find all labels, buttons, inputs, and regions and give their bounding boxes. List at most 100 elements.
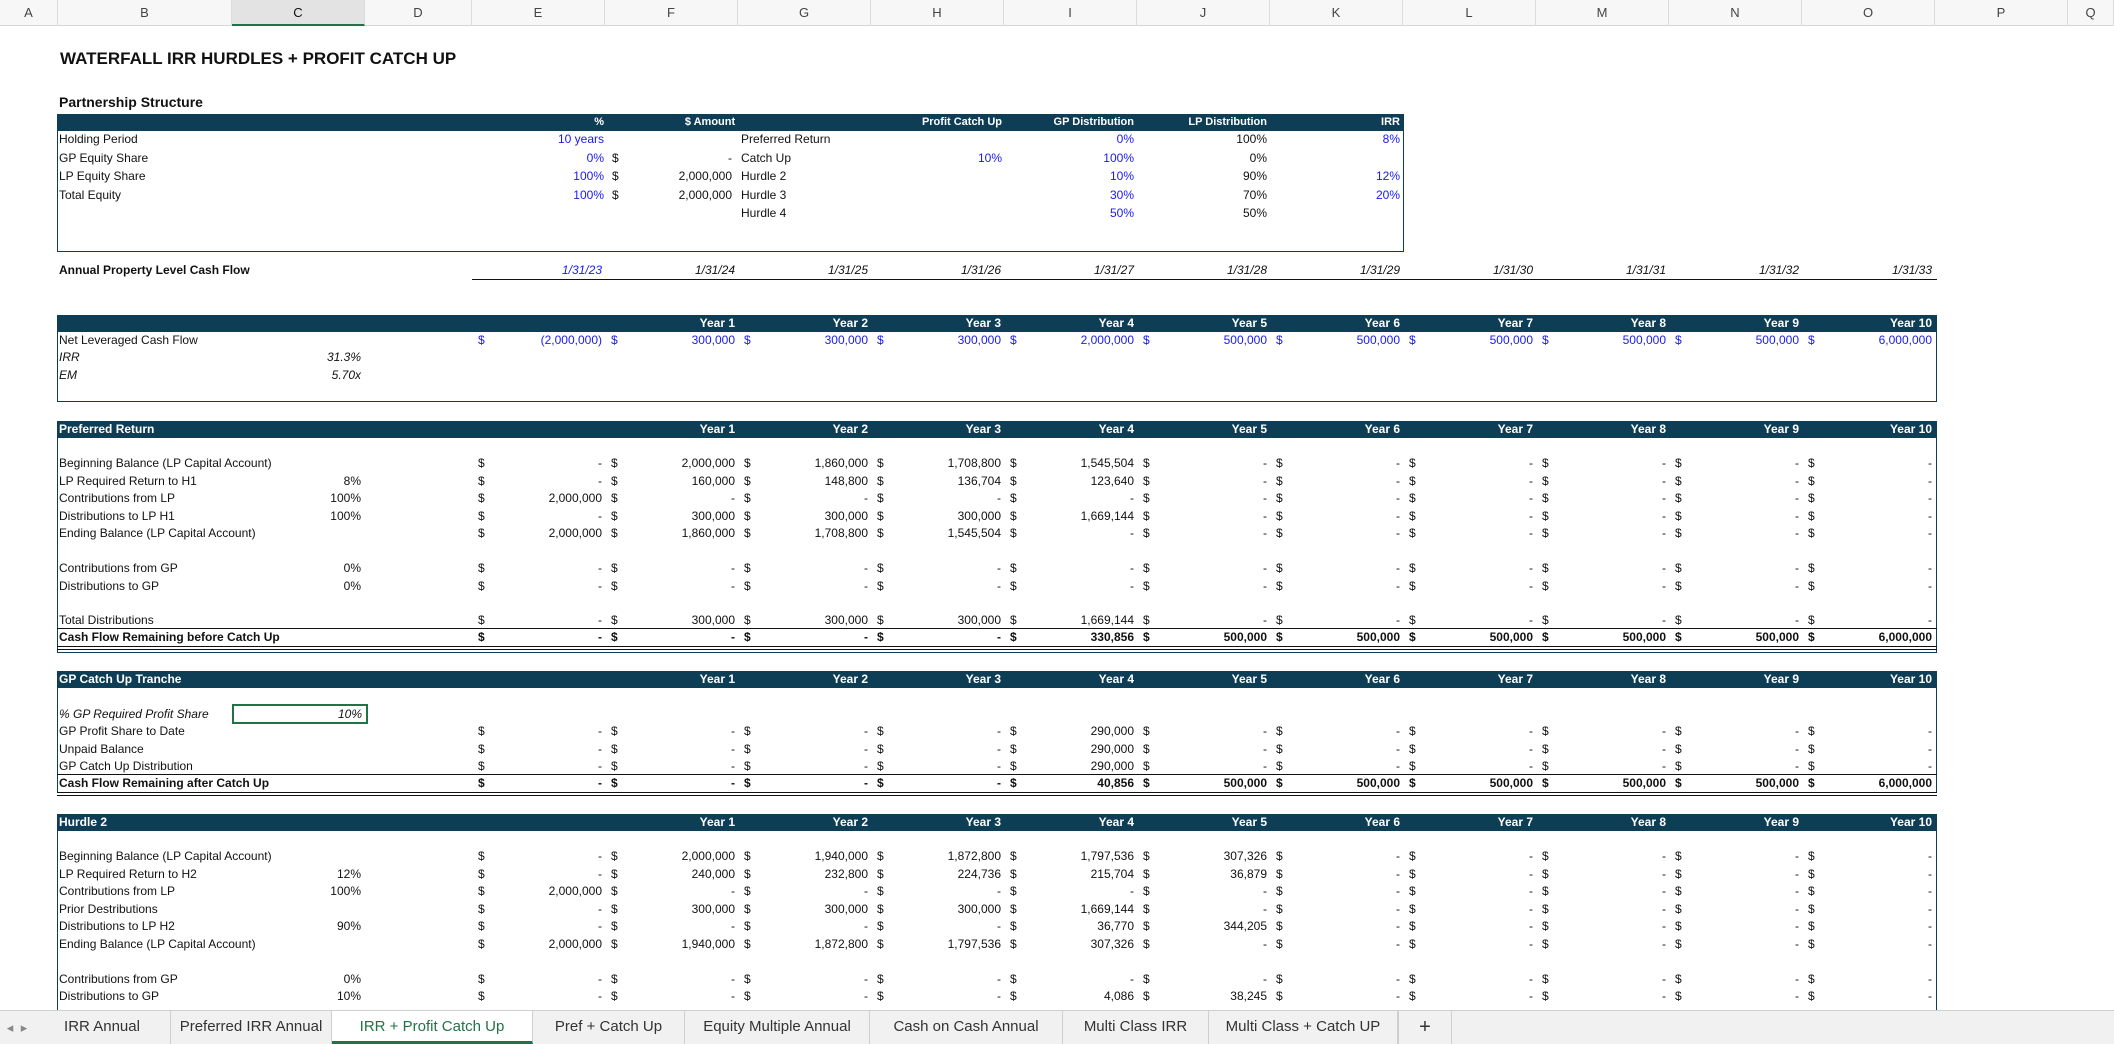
row-value: - <box>1662 884 1666 898</box>
partnership-row-pct[interactable] <box>540 205 604 222</box>
partnership-row-gp[interactable]: 50% <box>1109 206 1134 220</box>
row-value: - <box>1662 456 1666 470</box>
column-header-j[interactable]: J <box>1137 0 1270 26</box>
row-currency: $ <box>877 473 884 488</box>
cashflow-value[interactable]: 300,000 <box>824 333 868 347</box>
cashflow-year-header: Year 3 <box>965 316 1001 330</box>
partnership-row-irr[interactable]: 20% <box>1375 187 1400 202</box>
partnership-row-gp[interactable]: 10% <box>1109 169 1134 183</box>
partnership-row-gp[interactable]: 0% <box>1116 132 1134 146</box>
pref-box <box>57 421 1937 653</box>
row-currency: $ <box>744 456 751 470</box>
row-currency: $ <box>1143 724 1150 738</box>
partnership-row-catch[interactable] <box>880 131 1002 148</box>
sheet-tab-irr-annual[interactable]: IRR Annual <box>34 1011 171 1044</box>
partnership-row-catch[interactable] <box>880 168 1002 185</box>
pref-year-header: Year 3 <box>965 422 1001 436</box>
date-cell[interactable]: 1/31/23 <box>561 263 602 277</box>
sheet-tab-equity-multiple-annual[interactable]: Equity Multiple Annual <box>685 1011 870 1044</box>
sheet-tab-multi-class-catch-up[interactable]: Multi Class + Catch UP <box>1209 1011 1398 1044</box>
row-currency: $ <box>877 526 884 540</box>
row-currency: $ <box>611 491 618 505</box>
column-header-k[interactable]: K <box>1270 0 1403 26</box>
column-header-h[interactable]: H <box>871 0 1004 26</box>
partnership-row-pct[interactable]: 100% <box>573 169 604 183</box>
column-header-o[interactable]: O <box>1802 0 1935 26</box>
cashflow-year-header: Year 7 <box>1497 316 1533 330</box>
cashflow-value[interactable]: 500,000 <box>1755 333 1799 347</box>
row-value: - <box>997 776 1001 790</box>
column-header-l[interactable]: L <box>1403 0 1536 26</box>
hurdle2-year-header: Year 7 <box>1497 815 1533 829</box>
column-header-b[interactable]: B <box>58 0 232 26</box>
partnership-row-irr[interactable]: 12% <box>1375 169 1400 183</box>
row-currency: $ <box>1409 759 1416 773</box>
add-sheet-button[interactable]: + <box>1398 1011 1452 1044</box>
column-header-p[interactable]: P <box>1935 0 2068 26</box>
row-value: - <box>1529 849 1533 863</box>
row-currency: $ <box>1010 491 1017 505</box>
partnership-row-catch[interactable]: 10% <box>977 150 1002 165</box>
row-currency: $ <box>1675 759 1682 773</box>
partnership-row-gp[interactable]: 100% <box>1103 150 1134 165</box>
sheet-grid[interactable]: WATERFALL IRR HURDLES + PROFIT CATCH UP … <box>0 26 2114 1010</box>
partnership-row-irr[interactable] <box>1260 150 1400 167</box>
row-currency: $ <box>1675 972 1682 986</box>
row-value: - <box>1795 526 1799 540</box>
partnership-row-catch[interactable] <box>880 187 1002 204</box>
cashflow-value[interactable]: 300,000 <box>957 333 1001 347</box>
column-header-i[interactable]: I <box>1004 0 1137 26</box>
row-currency: $ <box>478 937 485 951</box>
column-header-f[interactable]: F <box>605 0 738 26</box>
partnership-row-pct[interactable]: 10 years <box>557 132 604 146</box>
sheet-tab-irr-profit-catch-up[interactable]: IRR + Profit Catch Up <box>332 1011 533 1044</box>
partnership-row-amount <box>620 131 732 148</box>
partnership-row-amount <box>620 205 732 222</box>
selected-cell[interactable] <box>232 704 368 724</box>
row-currency: $ <box>1542 742 1549 756</box>
sheet-tab-multi-class-irr[interactable]: Multi Class IRR <box>1063 1011 1209 1044</box>
row-value: - <box>997 578 1001 593</box>
row-currency: $ <box>744 989 751 1003</box>
row-currency: $ <box>1542 491 1549 505</box>
partnership-row-irr[interactable]: 8% <box>1382 132 1400 146</box>
column-header-n[interactable]: N <box>1669 0 1802 26</box>
pref-row-label: Distributions to LP H1 <box>59 508 175 523</box>
row-currency: $ <box>1542 919 1549 933</box>
hurdle2-row-label: LP Required Return to H2 <box>59 867 197 881</box>
row-currency: $ <box>744 972 751 986</box>
pref-total-line <box>57 628 1937 629</box>
tab-scroll-left-icon[interactable]: ◂ <box>6 1020 14 1035</box>
partnership-row-gp[interactable]: 30% <box>1109 187 1134 202</box>
partnership-row-catch[interactable] <box>880 205 1002 222</box>
partnership-row-currency: $ <box>612 187 619 202</box>
column-header-a[interactable]: A <box>0 0 58 26</box>
partnership-row-irr[interactable] <box>1260 205 1400 222</box>
sheet-tab-pref-catch-up[interactable]: Pref + Catch Up <box>533 1011 685 1044</box>
row-value: - <box>1928 972 1932 986</box>
cashflow-value[interactable]: 500,000 <box>1489 333 1533 347</box>
cashflow-value[interactable]: (2,000,000) <box>540 333 602 347</box>
row-value: - <box>1529 937 1533 951</box>
column-header-c[interactable]: C <box>232 0 365 26</box>
cashflow-value[interactable]: 300,000 <box>691 333 735 347</box>
column-header-g[interactable]: G <box>738 0 871 26</box>
cashflow-value[interactable]: 500,000 <box>1356 333 1400 347</box>
cashflow-value[interactable]: 500,000 <box>1223 333 1267 347</box>
column-header-d[interactable]: D <box>365 0 472 26</box>
partnership-row-pct[interactable]: 100% <box>573 187 604 202</box>
cashflow-value[interactable]: 500,000 <box>1622 333 1666 347</box>
sheet-tab-cash-on-cash-annual[interactable]: Cash on Cash Annual <box>870 1011 1063 1044</box>
cashflow-value[interactable]: 6,000,000 <box>1878 333 1932 347</box>
row-currency: $ <box>1276 724 1283 738</box>
column-header-m[interactable]: M <box>1536 0 1669 26</box>
cashflow-value[interactable]: 2,000,000 <box>1080 333 1134 347</box>
partnership-row-pct[interactable]: 0% <box>586 150 604 165</box>
partnership-box <box>57 114 1404 252</box>
column-header-e[interactable]: E <box>472 0 605 26</box>
pref-row-label: Distributions to GP <box>59 578 160 593</box>
gp-required-share-value[interactable]: 10% <box>337 707 362 721</box>
tab-scroll-right-icon[interactable]: ▸ <box>20 1020 28 1035</box>
sheet-tab-preferred-irr-annual[interactable]: Preferred IRR Annual <box>171 1011 332 1044</box>
column-header-q[interactable]: Q <box>2068 0 2114 26</box>
